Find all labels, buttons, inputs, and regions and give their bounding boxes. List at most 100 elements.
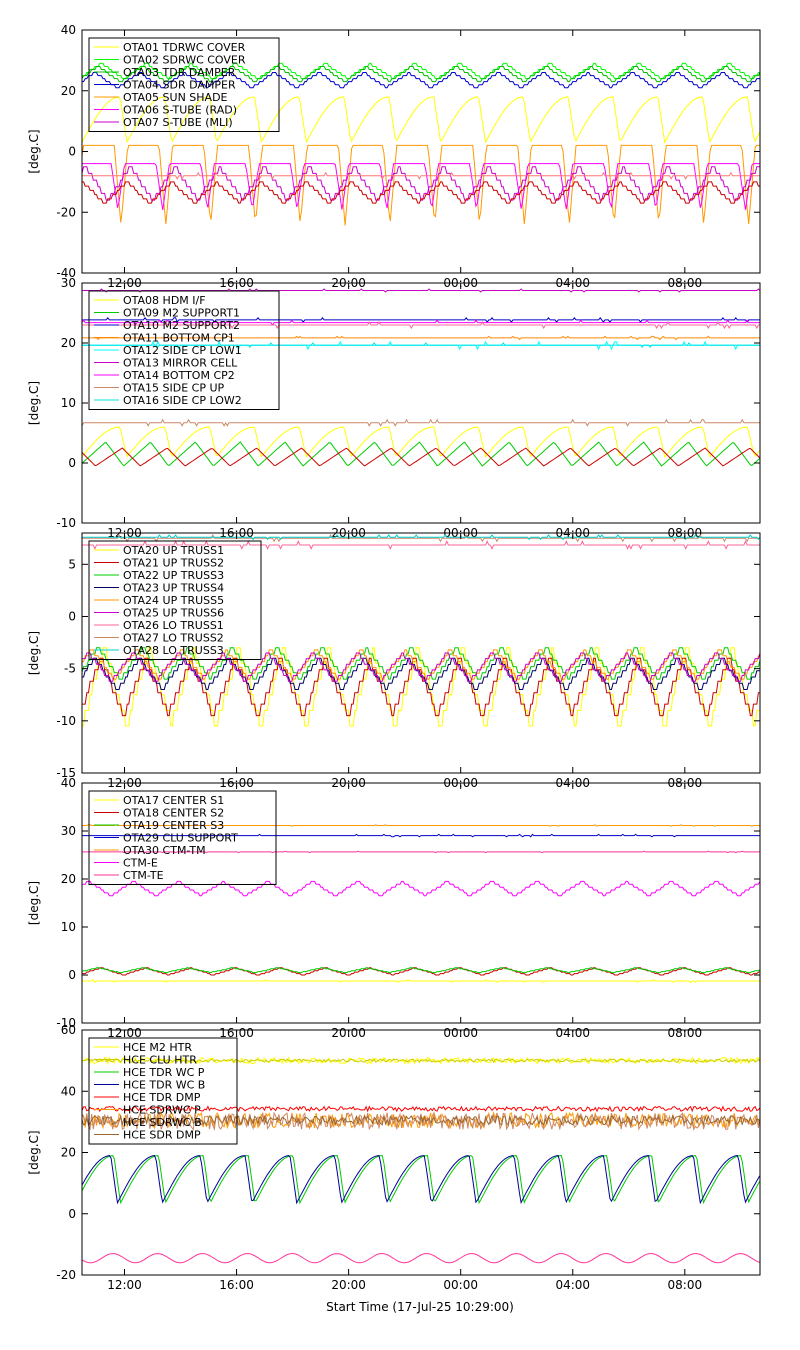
series-line-1	[82, 647, 760, 727]
series-line-6	[82, 880, 760, 897]
legend-entry: OTA10 M2 SUPPORT2	[123, 319, 240, 332]
series-line-4	[82, 335, 760, 341]
plot-frame	[81, 532, 761, 774]
series-line-2	[82, 441, 760, 467]
series-line-1	[82, 1056, 760, 1066]
legend-entry: OTA18 CENTER S2	[123, 807, 224, 820]
legend-entry: OTA05 SUN SHADE	[123, 91, 228, 104]
legend-entry: OTA12 SIDE CP LOW1	[123, 344, 242, 357]
series-line-6	[82, 1111, 760, 1130]
x-tick-label: 12:00	[107, 1278, 142, 1292]
series-line-10	[82, 320, 760, 330]
series-line-2	[82, 1058, 760, 1064]
legend-entry: OTA15 SIDE CP UP	[123, 382, 225, 395]
series-line-3	[82, 66, 760, 83]
legend-entry: OTA01 TDRWC COVER	[123, 41, 246, 54]
legend-entry: OTA28 LO TRUSS3	[123, 644, 224, 657]
series-line-8	[82, 534, 760, 543]
legend-entry: OTA23 UP TRUSS4	[123, 582, 224, 595]
y-tick-label: 5	[68, 557, 76, 571]
y-tick-label: -20	[56, 205, 76, 219]
y-tick-label: -10	[56, 714, 76, 728]
series-line-1	[82, 979, 760, 983]
legend-entry: OTA06 S-TUBE (RAD)	[123, 104, 237, 117]
x-axis-title: Start Time (17-Jul-25 10:29:00)	[326, 1300, 514, 1314]
series-line-5	[82, 824, 760, 827]
y-tick-label: 20	[61, 84, 76, 98]
series-line-3	[82, 1155, 760, 1205]
y-tick-label: -10	[56, 516, 76, 530]
y-tick-label: 40	[61, 23, 76, 37]
y-axis-label: [deg.C]	[27, 129, 41, 173]
y-tick-label: 40	[61, 1084, 76, 1098]
legend-entry: HCE CLU HTR	[123, 1054, 197, 1067]
y-tick-label: -40	[56, 266, 76, 280]
legend-box	[88, 1037, 238, 1145]
series-line-8	[82, 181, 760, 204]
y-axis-label: [deg.C]	[27, 631, 41, 675]
legend-entry: OTA09 M2 SUPPORT1	[123, 307, 240, 320]
series-line-1	[82, 426, 760, 459]
series-line-4	[82, 1155, 760, 1205]
y-tick-label: 0	[68, 456, 76, 470]
y-tick-label: 20	[61, 1146, 76, 1160]
legend-entry: HCE SDRWC P	[123, 1104, 201, 1117]
series-line-5	[82, 144, 760, 226]
panel-5: -20 0 20 40 60 12:00 16:00 20:00 00:00 04:00 08:00…	[27, 1023, 761, 1292]
legend-entry: OTA07 S-TUBE (MLI)	[123, 116, 233, 129]
legend-entry: OTA21 UP TRUSS2	[123, 557, 224, 570]
y-axis-label: [deg.C]	[27, 381, 41, 425]
series-line-7	[82, 319, 760, 326]
legend-entry: OTA19 CENTER S3	[123, 819, 224, 832]
y-tick-label: 30	[61, 824, 76, 838]
legend-box	[88, 540, 262, 660]
legend-entry: OTA14 BOTTOM CP2	[123, 369, 235, 382]
legend-entry: OTA20 UP TRUSS1	[123, 544, 224, 557]
series-line-1	[82, 96, 760, 144]
series-group	[82, 62, 760, 226]
series-line-2	[82, 62, 760, 80]
series-line-6	[82, 163, 760, 210]
series-line-8	[82, 418, 760, 427]
y-tick-label: -5	[64, 662, 76, 676]
legend-entry: HCE TDR WC B	[123, 1079, 205, 1092]
y-tick-label: -20	[56, 1268, 76, 1282]
y-tick-label: 0	[68, 968, 76, 982]
legend-entry: OTA02 SDRWC COVER	[123, 54, 246, 67]
panels: -40 -20 0 20 40 12:00 16:00 20:00 00:00 04:00 08:0…	[27, 23, 761, 1292]
series-group	[82, 1056, 760, 1264]
legend-entry: OTA17 CENTER S1	[123, 794, 224, 807]
y-axis-label: [deg.C]	[27, 1130, 41, 1174]
legend-box	[88, 790, 277, 885]
legend-entry: HCE TDR WC P	[123, 1066, 205, 1079]
legend-box	[88, 290, 280, 410]
series-line-4	[82, 657, 760, 690]
legend-entry: OTA04 SDR DAMPER	[123, 79, 236, 92]
series-line-9	[82, 534, 760, 541]
series-group	[82, 824, 760, 983]
y-tick-label: 40	[61, 776, 76, 790]
x-tick-label: 04:00	[555, 1278, 590, 1292]
legend-entry: OTA11 BOTTOM CP1	[123, 332, 235, 345]
plot-frame	[81, 782, 761, 1024]
legend-box	[88, 37, 280, 132]
legend-entry: OTA25 UP TRUSS6	[123, 607, 224, 620]
x-tick-label: 16:00	[219, 1278, 254, 1292]
legend-entry: OTA24 UP TRUSS5	[123, 594, 224, 607]
series-group	[82, 534, 760, 727]
x-tick-label: 00:00	[443, 1278, 478, 1292]
y-tick-label: 20	[61, 336, 76, 350]
legend-entry: HCE SDR DMP	[123, 1129, 201, 1142]
series-line-9	[82, 342, 760, 349]
y-tick-label: 0	[68, 1207, 76, 1221]
y-tick-label: 10	[61, 396, 76, 410]
x-tick-label: 08:00	[668, 1278, 703, 1292]
legend-entry: HCE SDRWC B	[123, 1116, 202, 1129]
